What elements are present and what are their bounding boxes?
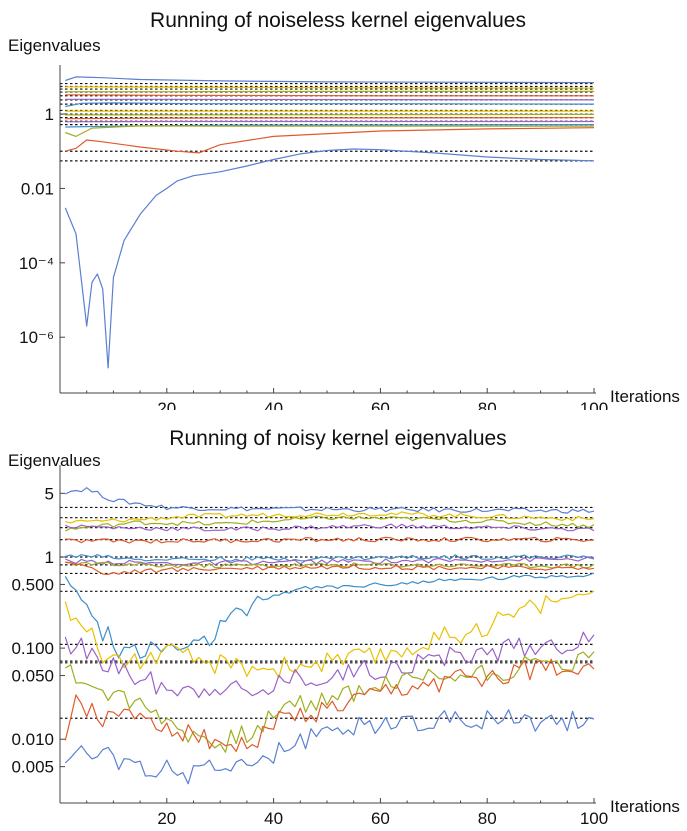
eigenvalue-series-line (65, 556, 595, 566)
eigenvalue-series-line (65, 561, 595, 575)
eigenvalue-series-line (65, 523, 595, 532)
x-tick-label: 40 (264, 399, 283, 410)
eigenvalue-series-line (65, 511, 595, 524)
eigenvalue-series-line (64, 709, 595, 785)
y-axis-label: Eigenvalues (8, 451, 101, 470)
x-tick-label: 60 (371, 809, 390, 828)
y-axis-label: Eigenvalues (8, 36, 101, 55)
x-tick-label: 20 (157, 809, 176, 828)
eigenvalue-series-line (65, 117, 595, 120)
eigenvalue-series-line (65, 113, 595, 116)
eigenvalue-series-line (64, 651, 595, 753)
eigenvalue-series-line (65, 94, 594, 97)
y-tick-label: 10⁻⁶ (19, 328, 54, 347)
eigenvalue-series-line (65, 515, 595, 532)
y-tick-label: 1 (45, 105, 54, 124)
y-tick-label: 10⁻⁴ (19, 254, 54, 273)
x-axis-label: Iterations (610, 797, 680, 816)
y-tick-label: 5 (45, 484, 54, 503)
y-tick-label: 1 (45, 548, 54, 567)
eigenvalue-series-line (64, 572, 595, 659)
y-tick-label: 0.005 (11, 758, 54, 777)
x-tick-label: 100 (580, 809, 608, 828)
eigenvalue-series-line (65, 536, 595, 544)
x-tick-label: 20 (157, 399, 176, 410)
eigenvalue-series-line (64, 658, 595, 752)
eigenvalue-series-line (65, 554, 595, 562)
x-tick-label: 60 (371, 399, 390, 410)
y-tick-label: 0.500 (11, 575, 54, 594)
eigenvalue-series-line (65, 127, 595, 154)
eigenvalue-series-line (65, 125, 594, 137)
eigenvalue-series-line (64, 590, 595, 679)
noisy-eigenvalue-chart: Running of noisy kernel eigenvalues Eige… (8, 427, 680, 828)
eigenvalue-series-line (64, 148, 595, 369)
x-tick-label: 80 (478, 399, 497, 410)
x-tick-label: 80 (478, 809, 497, 828)
noiseless-eigenvalue-chart: Running of noiseless kernel eigenvalues … (8, 9, 680, 410)
eigenvalue-series-line (65, 76, 595, 84)
chart-title: Running of noisy kernel eigenvalues (169, 427, 506, 450)
x-axis-label: Iterations (610, 387, 680, 406)
eigenvalue-series-line (64, 631, 595, 699)
chart-title: Running of noiseless kernel eigenvalues (150, 9, 526, 32)
eigenvalue-series-line (65, 561, 595, 569)
y-tick-label: 0.100 (11, 639, 54, 658)
eigenvalue-series-line (65, 98, 595, 101)
eigenvalue-series-line (65, 86, 595, 89)
eigenvalue-series-line (65, 487, 595, 514)
y-tick-label: 0.050 (11, 667, 54, 686)
x-tick-label: 100 (580, 399, 608, 410)
y-tick-label: 0.010 (11, 730, 54, 749)
x-tick-label: 40 (264, 809, 283, 828)
eigenvalue-series-line (65, 102, 595, 108)
y-tick-label: 0.01 (21, 179, 54, 198)
